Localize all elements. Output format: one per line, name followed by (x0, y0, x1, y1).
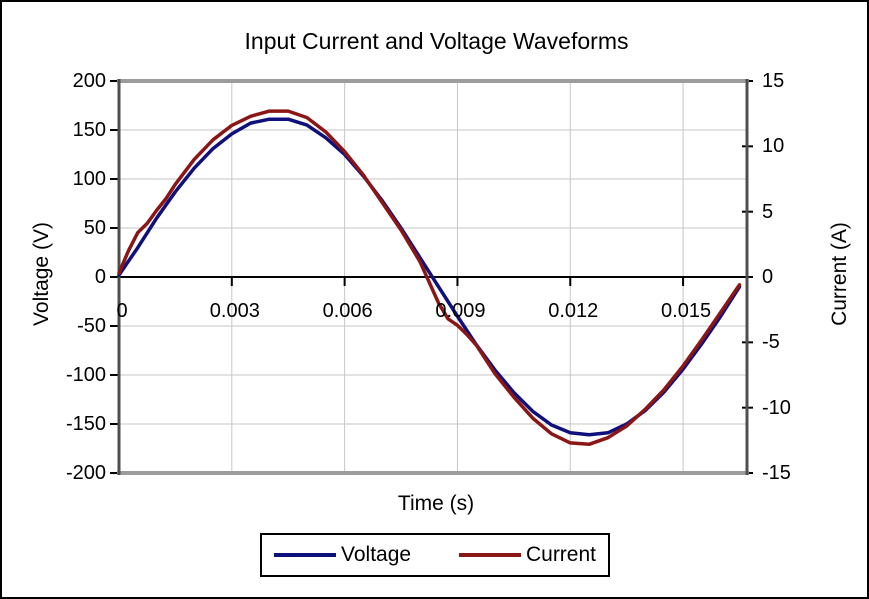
voltage-line-swatch (274, 553, 336, 557)
y-axis-left-title: Voltage (V) (30, 222, 53, 326)
y-axis-right-title: Current (A) (828, 222, 851, 326)
y-axis-left-tick-label: -50 (77, 315, 106, 337)
y-axis-left-tick-label: -200 (65, 462, 106, 484)
current-line (117, 109, 742, 447)
current-line-swatch (458, 553, 521, 557)
y-axis-right-tick-label: -5 (762, 331, 780, 354)
y-axis-left-tick-label: 0 (94, 266, 106, 288)
legend-label-voltage: Voltage (341, 543, 412, 566)
y-axis-right-tick-label: -10 (762, 396, 791, 419)
x-axis-tick-label: 0.012 (548, 300, 599, 322)
x-axis-tick-label: 0.009 (435, 300, 486, 322)
y-axis-left-tick-label: 200 (72, 70, 106, 92)
x-axis-title: Time (s) (397, 492, 475, 515)
y-axis-left-tick-label: 150 (72, 119, 106, 141)
legend-label-current: Current (525, 543, 596, 566)
chart-title: Input Current and Voltage Waveforms (244, 28, 629, 54)
x-axis-tick-label: 0.015 (661, 300, 712, 322)
y-axis-left-tick-label: -100 (65, 364, 106, 386)
y-axis-right-tick-label: 5 (762, 200, 774, 223)
y-axis-left-tick-label: 100 (72, 168, 106, 190)
y-axis-right-tick-label: -15 (762, 462, 791, 484)
y-axis-left-tick-label: 50 (83, 217, 106, 239)
x-axis-tick-label: 0.003 (209, 300, 260, 322)
legend: Voltage Current (260, 533, 610, 577)
legend-entry-current: Current (458, 543, 596, 567)
legend-entry-voltage: Voltage (274, 543, 411, 567)
x-axis-tick-label: 0.006 (322, 300, 373, 322)
y-axis-right-tick-label: 0 (762, 266, 774, 288)
y-axis-right-tick-label: 10 (762, 135, 785, 158)
x-axis-tick-label: 0 (116, 300, 128, 322)
y-axis-left-tick-label: -150 (65, 413, 106, 435)
y-axis-right-tick-label: 15 (762, 70, 785, 92)
